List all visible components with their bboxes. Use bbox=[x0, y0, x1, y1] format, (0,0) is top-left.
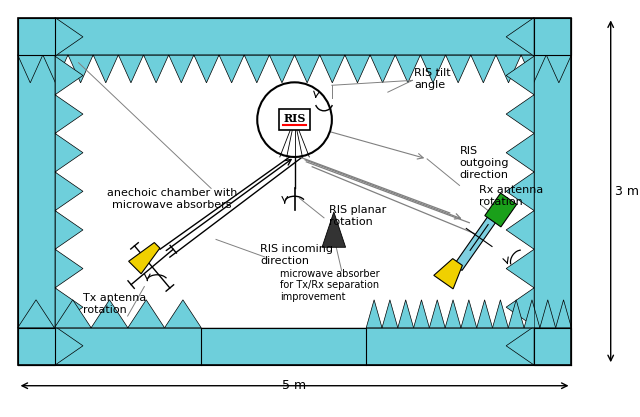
Polygon shape bbox=[118, 55, 143, 83]
Text: microwave absorber: microwave absorber bbox=[280, 269, 380, 279]
Polygon shape bbox=[320, 55, 345, 83]
Polygon shape bbox=[55, 288, 83, 327]
Text: RIS: RIS bbox=[460, 146, 477, 156]
Text: rotation: rotation bbox=[329, 217, 372, 227]
Text: RIS: RIS bbox=[284, 113, 306, 124]
Text: 5 m: 5 m bbox=[282, 379, 307, 392]
Polygon shape bbox=[129, 243, 160, 274]
Polygon shape bbox=[506, 249, 534, 288]
Polygon shape bbox=[128, 300, 164, 328]
Polygon shape bbox=[43, 55, 68, 83]
Polygon shape bbox=[54, 300, 91, 328]
Polygon shape bbox=[398, 300, 413, 328]
Text: microwave absorbers: microwave absorbers bbox=[112, 200, 232, 210]
Polygon shape bbox=[506, 133, 534, 172]
Polygon shape bbox=[524, 300, 540, 328]
Text: for Tx/Rx separation: for Tx/Rx separation bbox=[280, 281, 379, 291]
Bar bbox=[279, 109, 310, 131]
Polygon shape bbox=[445, 300, 461, 328]
Polygon shape bbox=[506, 172, 534, 211]
Bar bbox=[534, 18, 572, 365]
Bar bbox=[18, 328, 201, 365]
Polygon shape bbox=[429, 300, 445, 328]
Bar bbox=[201, 328, 366, 365]
Polygon shape bbox=[294, 55, 320, 83]
Bar bbox=[534, 328, 572, 365]
Bar bbox=[18, 328, 55, 365]
Polygon shape bbox=[506, 327, 534, 365]
Text: Tx antenna: Tx antenna bbox=[83, 293, 147, 303]
Text: anechoic chamber with: anechoic chamber with bbox=[107, 188, 237, 198]
Polygon shape bbox=[143, 55, 169, 83]
Text: rotation: rotation bbox=[83, 305, 127, 315]
Bar bbox=[18, 18, 55, 365]
Text: rotation: rotation bbox=[479, 197, 523, 207]
Polygon shape bbox=[366, 300, 382, 328]
Polygon shape bbox=[506, 211, 534, 249]
Text: direction: direction bbox=[460, 170, 509, 180]
Bar bbox=[55, 55, 534, 328]
Polygon shape bbox=[506, 288, 534, 327]
Polygon shape bbox=[454, 204, 504, 271]
Polygon shape bbox=[434, 259, 462, 289]
Polygon shape bbox=[547, 55, 572, 83]
Text: RIS tilt: RIS tilt bbox=[414, 68, 451, 78]
Polygon shape bbox=[55, 56, 83, 95]
Polygon shape bbox=[396, 55, 420, 83]
Text: angle: angle bbox=[414, 80, 445, 90]
Bar bbox=[18, 18, 55, 55]
Polygon shape bbox=[382, 300, 398, 328]
Polygon shape bbox=[477, 300, 493, 328]
Polygon shape bbox=[496, 55, 521, 83]
Text: outgoing: outgoing bbox=[460, 158, 509, 168]
Polygon shape bbox=[506, 95, 534, 133]
Polygon shape bbox=[164, 300, 201, 328]
Polygon shape bbox=[55, 172, 83, 211]
Text: direction: direction bbox=[260, 256, 309, 266]
Polygon shape bbox=[93, 55, 118, 83]
Text: Rx antenna: Rx antenna bbox=[479, 185, 543, 195]
Bar bbox=[18, 18, 572, 365]
Polygon shape bbox=[18, 55, 43, 83]
Polygon shape bbox=[18, 300, 54, 328]
Polygon shape bbox=[68, 55, 93, 83]
Polygon shape bbox=[506, 18, 534, 56]
Polygon shape bbox=[244, 55, 269, 83]
Polygon shape bbox=[194, 55, 219, 83]
Polygon shape bbox=[521, 55, 547, 83]
Polygon shape bbox=[506, 56, 534, 95]
Bar bbox=[534, 18, 572, 55]
Polygon shape bbox=[370, 55, 396, 83]
Polygon shape bbox=[461, 300, 477, 328]
Bar bbox=[18, 18, 572, 55]
Text: RIS planar: RIS planar bbox=[329, 205, 386, 215]
Polygon shape bbox=[420, 55, 445, 83]
Polygon shape bbox=[540, 300, 556, 328]
Polygon shape bbox=[55, 133, 83, 172]
Text: 3 m: 3 m bbox=[614, 185, 639, 198]
Polygon shape bbox=[55, 327, 83, 365]
Bar bbox=[366, 328, 572, 365]
Text: improvement: improvement bbox=[280, 292, 346, 302]
Polygon shape bbox=[219, 55, 244, 83]
Polygon shape bbox=[55, 95, 83, 133]
Polygon shape bbox=[485, 193, 516, 227]
Polygon shape bbox=[471, 55, 496, 83]
Polygon shape bbox=[322, 212, 346, 247]
Polygon shape bbox=[169, 55, 194, 83]
Circle shape bbox=[257, 82, 332, 157]
Polygon shape bbox=[493, 300, 508, 328]
Polygon shape bbox=[55, 18, 83, 56]
Text: RIS incoming: RIS incoming bbox=[260, 244, 333, 254]
Polygon shape bbox=[269, 55, 294, 83]
Polygon shape bbox=[345, 55, 370, 83]
Polygon shape bbox=[508, 300, 524, 328]
Polygon shape bbox=[55, 211, 83, 249]
Polygon shape bbox=[91, 300, 128, 328]
Polygon shape bbox=[55, 249, 83, 288]
Polygon shape bbox=[556, 300, 572, 328]
Polygon shape bbox=[445, 55, 471, 83]
Polygon shape bbox=[413, 300, 429, 328]
